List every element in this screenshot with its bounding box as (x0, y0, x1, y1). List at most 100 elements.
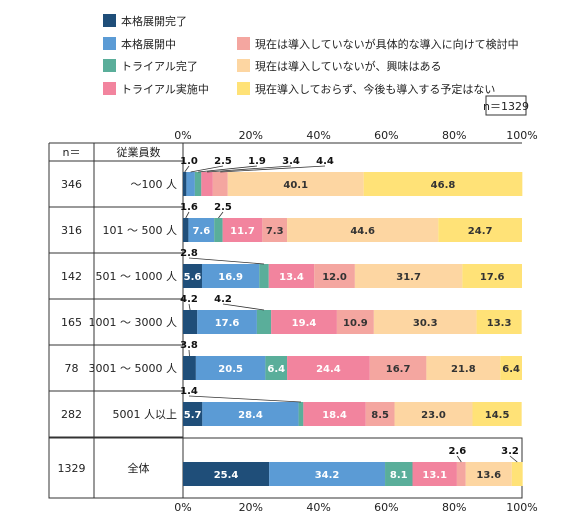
callout-leader (184, 165, 190, 173)
callout-leader (456, 455, 462, 463)
bar-value-label: 46.8 (431, 180, 456, 191)
row-category: 101 ～ 500 人 (103, 224, 177, 237)
header-n: n＝ (63, 146, 81, 159)
bar-value-label: 30.3 (413, 318, 438, 329)
bar-value-callout: 2.5 (214, 156, 232, 167)
callout-leader (190, 165, 224, 173)
bar-value-label: 25.4 (214, 470, 239, 481)
legend-label: 本格展開完了 (121, 14, 187, 28)
callout-leader (188, 303, 191, 311)
bar-value-callout: 3.4 (282, 156, 300, 167)
callout-leader (218, 211, 224, 219)
legend-swatch (103, 37, 116, 50)
bar-value-callout: 1.9 (248, 156, 266, 167)
legend-swatch (103, 82, 116, 95)
row-category: 3001 ～ 5000 人 (89, 362, 177, 375)
bar-segment (183, 172, 187, 196)
bar-segment (336, 310, 374, 334)
bar-value-callout: 2.8 (180, 248, 198, 259)
bar-value-label: 8.1 (390, 470, 408, 481)
bar-segment (456, 462, 466, 486)
row-category: ～100 人 (131, 178, 178, 191)
bar-segment (183, 264, 202, 288)
bar-value-label: 24.4 (316, 364, 341, 375)
bar-value-label: 13.3 (487, 318, 512, 329)
legend-swatch (237, 59, 250, 72)
bar-value-callout: 1.6 (180, 202, 198, 213)
bar-value-callout: 4.2 (180, 294, 198, 305)
n-box-label: n＝1329 (483, 100, 529, 113)
bar-value-label: 13.4 (279, 272, 304, 283)
bar-value-label: 10.9 (343, 318, 368, 329)
bar-segment (188, 218, 215, 242)
bar-segment (227, 172, 364, 196)
row-n: 165 (61, 316, 82, 329)
bar-segment (195, 356, 266, 380)
legend-label: 現在は導入していないが、興味はある (255, 59, 441, 73)
bar-segment (363, 172, 523, 196)
x-tick-label-bottom: 20% (239, 501, 263, 514)
x-tick-label-bottom: 0% (174, 501, 191, 514)
bar-value-label: 13.1 (422, 470, 447, 481)
legend-label: 現在導入しておらず、今後も導入する予定はない (255, 82, 495, 96)
bar-segment (287, 356, 370, 380)
bar-value-callout: 1.0 (180, 156, 198, 167)
row-category: 1001 ～ 3000 人 (89, 316, 177, 329)
bar-segment (369, 356, 427, 380)
bar-segment (462, 264, 522, 288)
bar-value-label: 7.3 (266, 226, 284, 237)
bar-value-label: 24.7 (468, 226, 493, 237)
bar-segment (183, 218, 189, 242)
bar-segment (197, 310, 257, 334)
legend-swatch (103, 59, 116, 72)
row-n: 78 (65, 362, 79, 375)
callout-leader (185, 211, 190, 219)
bar-value-callout: 2.6 (448, 446, 466, 457)
bar-value-label: 6.4 (502, 364, 520, 375)
bar-value-label: 14.5 (485, 410, 510, 421)
legend-label: トライアル実施中 (121, 82, 209, 96)
total-category: 全体 (128, 461, 150, 475)
legend-swatch (237, 37, 250, 50)
bar-segment (472, 402, 522, 426)
bar-segment (373, 310, 477, 334)
callout-leader (198, 165, 258, 173)
x-tick-label-top: 40% (306, 129, 330, 142)
callout-leader (207, 165, 292, 173)
bar-segment (256, 310, 272, 334)
row-n: 282 (61, 408, 82, 421)
bar-value-label: 6.4 (267, 364, 285, 375)
bar-value-label: 16.9 (218, 272, 243, 283)
bar-value-label: 17.6 (215, 318, 240, 329)
x-tick-label-top: 0% (174, 129, 191, 142)
bar-segment (412, 462, 457, 486)
x-tick-label-top: 60% (374, 129, 398, 142)
bar-segment (354, 264, 463, 288)
bar-segment (303, 402, 366, 426)
x-tick-label-bottom: 80% (442, 501, 466, 514)
bar-value-label: 5.6 (184, 272, 202, 283)
bar-segment (287, 218, 439, 242)
row-n: 346 (61, 178, 82, 191)
bar-value-callout: 2.5 (214, 202, 232, 213)
bar-segment (183, 402, 203, 426)
x-tick-label-bottom: 40% (306, 501, 330, 514)
bar-segment (259, 264, 269, 288)
callout-leader (188, 395, 301, 403)
bar-value-label: 13.6 (476, 470, 501, 481)
bar-value-callout: 3.2 (501, 446, 519, 457)
n-box (485, 95, 527, 116)
bar-value-label: 12.0 (322, 272, 347, 283)
bar-segment (511, 462, 523, 486)
bar-value-label: 31.7 (396, 272, 421, 283)
x-tick-label-top: 80% (442, 129, 466, 142)
row-n: 316 (61, 224, 82, 237)
x-tick-label-top: 20% (239, 129, 263, 142)
legend-swatch (237, 82, 250, 95)
bar-value-label: 17.6 (480, 272, 505, 283)
bar-value-label: 34.2 (315, 470, 340, 481)
bar-value-label: 11.7 (230, 226, 255, 237)
bar-segment (385, 462, 413, 486)
bar-value-label: 44.6 (350, 226, 375, 237)
